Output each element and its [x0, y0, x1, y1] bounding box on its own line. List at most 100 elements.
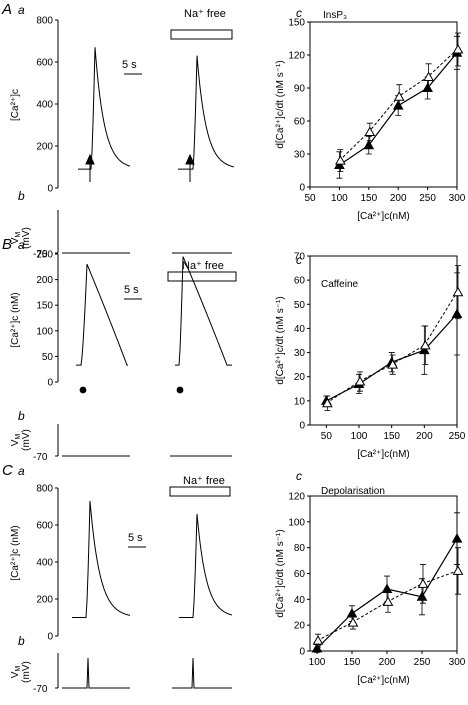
- y-axis-label: d[Ca²⁺]c/dt (nM s⁻¹): [275, 60, 286, 148]
- y-tick-label: 0: [299, 183, 305, 194]
- data-point-filled: [416, 591, 428, 601]
- data-point-open: [354, 376, 366, 386]
- data-point-open: [382, 596, 394, 606]
- scalebar-label-b: 5 s: [124, 284, 139, 296]
- y-tick-label: 70: [294, 252, 306, 263]
- y-tick-label: 40: [294, 324, 306, 335]
- scalebar-label-a: 5 s: [122, 59, 137, 71]
- y-tick-label: 600: [36, 58, 53, 69]
- na-free-bar-c: [169, 486, 231, 497]
- y-axis-label-b: [Ca²⁺]c (nM): [10, 292, 21, 347]
- y-tick-label: 0: [47, 632, 53, 643]
- plot-frame: [309, 21, 458, 188]
- vm-label-b: VM: [10, 434, 22, 447]
- na-free-bar-a: [170, 29, 233, 40]
- x-tick-label: 200: [379, 657, 396, 668]
- y-tick-label: 0: [47, 378, 53, 389]
- y-tick-label: 150: [36, 301, 53, 312]
- trace-y-axis-a: 0 200 400 600 800: [36, 16, 59, 195]
- data-point-open: [364, 126, 376, 136]
- vm-tick-c: -70: [33, 684, 48, 695]
- scalebar-label-c: 5 s: [128, 532, 143, 544]
- data-point-open: [387, 359, 399, 369]
- na-free-label-a: Na⁺ free: [184, 8, 226, 20]
- plot-title: InsP₃: [323, 10, 347, 21]
- sub-label-c-a: a: [18, 464, 25, 478]
- trace-y-axis-c: 0 200 400 600 800: [36, 484, 59, 643]
- vm-label-a: VM: [10, 232, 22, 245]
- vm-unit-c: (mV): [21, 661, 32, 683]
- data-point-open: [452, 43, 464, 54]
- y-tick-label: 120: [288, 492, 305, 503]
- data-point-open: [417, 578, 429, 588]
- y-tick-label: 80: [294, 543, 306, 554]
- calcium-trace-a-control: [78, 47, 131, 170]
- y-axis-label-a: [Ca²⁺]c: [10, 89, 21, 121]
- y-tick-label: 120: [288, 51, 305, 62]
- y-axis-label-c: [Ca²⁺]c (nM): [10, 525, 21, 580]
- data-point-open: [321, 397, 333, 408]
- x-tick-label: 200: [390, 193, 407, 204]
- panel-letter-b: B: [2, 236, 12, 253]
- data-point-filled: [451, 308, 463, 318]
- na-free-label-b: Na⁺ free: [182, 260, 224, 272]
- y-tick-label: 60: [294, 276, 306, 287]
- data-point-filled: [392, 100, 404, 110]
- data-point-open: [419, 339, 431, 350]
- y-tick-label: 40: [294, 595, 306, 606]
- y-tick-label: 800: [36, 16, 53, 27]
- sub-label-b-c: c: [296, 253, 302, 267]
- sub-label-c-c: c: [296, 469, 302, 483]
- x-tick-label: 250: [449, 431, 466, 442]
- y-tick-label: 400: [36, 558, 53, 569]
- plot-frame: [309, 495, 458, 652]
- y-tick-label: 30: [294, 348, 306, 359]
- y-axis-label: d[Ca²⁺]c/dt (nM s⁻¹): [275, 529, 286, 617]
- vm-label-c: VM: [10, 666, 22, 679]
- stimulus-arrow-a-control: [85, 153, 95, 182]
- y-tick-label: 50: [294, 300, 306, 311]
- data-point-open: [335, 155, 346, 165]
- data-point-filled: [311, 642, 323, 653]
- y-tick-label: 60: [294, 117, 306, 128]
- na-free-bar-b: [167, 271, 237, 282]
- data-point-filled: [381, 583, 393, 593]
- plot-title: Depolarisation: [321, 486, 385, 497]
- x-tick-label: 250: [414, 657, 431, 668]
- data-point-filled: [346, 608, 358, 618]
- y-tick-label: 600: [36, 521, 53, 532]
- vm-trace-c-control: [62, 657, 130, 689]
- plot-c-c: 100 150 200 250 300 0 20 40 60 80 100 120 [Ca²⁺]c(nM…: [275, 486, 466, 686]
- data-point-filled: [418, 344, 430, 355]
- data-point-open: [312, 635, 324, 645]
- data-point-open: [393, 91, 405, 101]
- y-tick-label: 0: [299, 421, 305, 432]
- x-tick-label: 150: [360, 193, 377, 204]
- y-tick-label: 800: [36, 484, 53, 495]
- data-point-open: [347, 617, 359, 627]
- y-tick-label: 20: [294, 621, 306, 632]
- y-tick-label: 30: [294, 150, 306, 161]
- sub-label-a-c: c: [296, 6, 302, 20]
- y-tick-label: 200: [36, 275, 53, 286]
- x-tick-label: 100: [331, 193, 348, 204]
- y-tick-label: 0: [47, 184, 53, 195]
- calcium-trace-c-control: [72, 500, 131, 618]
- calcium-trace-c-na-free: [179, 513, 233, 618]
- data-point-open: [452, 286, 464, 297]
- data-point-filled: [451, 533, 463, 543]
- plot-a-c: 50 100 150 200 250 300 0 30 60 90 120 150 [Ca²⁺]c(nM…: [275, 10, 466, 222]
- sub-label-c-b: b: [18, 634, 25, 648]
- data-point-filled: [363, 139, 375, 150]
- panel-letter-a: A: [1, 1, 12, 18]
- y-tick-label: 100: [36, 326, 53, 337]
- stimulus-dot-b-na-free: [176, 386, 184, 394]
- panel-b: B a [Ca²⁺]c (nM) 0 50 100 150 200 250 5 s Na⁺…: [2, 236, 466, 463]
- sub-label-b-a: a: [18, 238, 25, 252]
- x-tick-label: 100: [351, 431, 368, 442]
- series-line-2: [326, 291, 458, 404]
- sub-label-b-b: b: [18, 409, 25, 423]
- vm-trace-c-na-free: [172, 657, 232, 689]
